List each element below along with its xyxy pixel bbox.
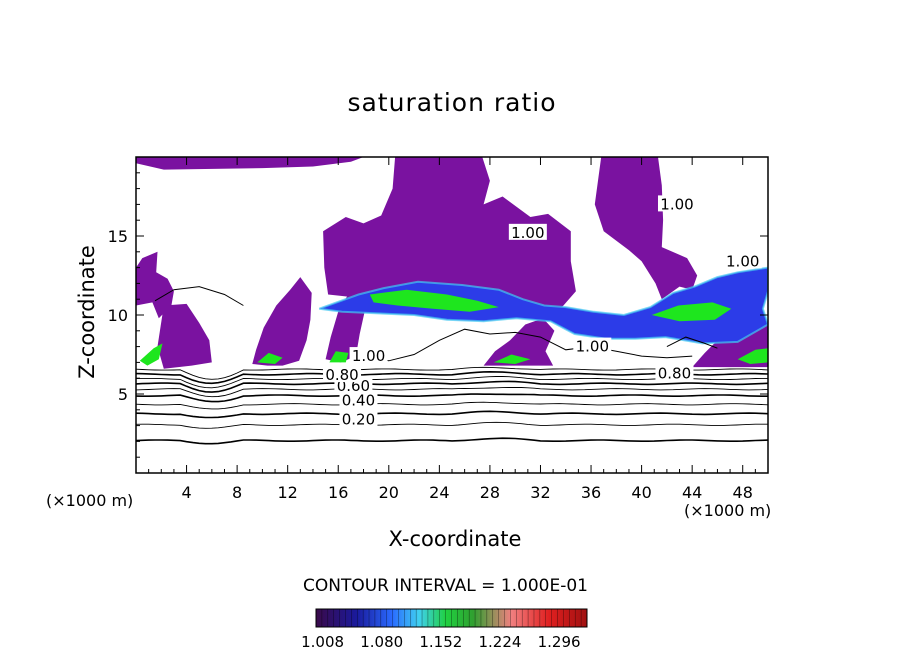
y-axis-ticks: 5 10 15: [108, 172, 768, 458]
contour-line-2: [136, 421, 768, 429]
contour-label-bg-8: [508, 223, 547, 240]
x-unit-label-right: (×1000 m): [684, 501, 772, 520]
contour-line-5: [136, 393, 768, 403]
x-tick-label-4: 4: [181, 483, 191, 502]
x-tick-label-32: 32: [530, 483, 550, 502]
y-tick-label-10: 10: [108, 306, 128, 325]
region-band-core: [369, 289, 499, 312]
contour-labels-layer: 0.200.400.600.80 0.801.001.001.001.001.00: [323, 195, 762, 428]
y-tick-label-15: 15: [108, 227, 128, 246]
chart-title: saturation ratio: [347, 88, 557, 117]
region-left-cloud: [136, 251, 174, 319]
contour-line-4: [136, 401, 768, 410]
x-tick-label-40: 40: [631, 483, 651, 502]
region-low-green-16km: [329, 351, 349, 363]
contour-cloud-edge-2: [154, 286, 244, 306]
contour-label-7: 1.00: [576, 338, 609, 356]
colorbar-tick-label-3: 1.152: [419, 633, 463, 651]
region-band-core-32km: [493, 354, 531, 364]
x-unit-label-left: (×1000 m): [46, 491, 134, 510]
x-tick-label-16: 16: [328, 483, 348, 502]
x-tick-label-36: 36: [581, 483, 601, 502]
contour-label-10: 1.00: [726, 252, 759, 270]
x-axis-label: X-coordinate: [388, 527, 522, 551]
saturation-fill-layer: [136, 157, 768, 369]
contour-label-4: 0.80: [325, 366, 358, 384]
contour-label-bg-5: [655, 364, 694, 381]
region-cloud-32km: [483, 318, 555, 366]
contour-line-3: [136, 410, 768, 419]
contour-cloud-edge-3: [666, 336, 718, 349]
x-tick-label-28: 28: [480, 483, 500, 502]
x-tick-label-48: 48: [733, 483, 753, 502]
contour-label-bg-1: [339, 410, 378, 427]
region-right-lobe: [594, 157, 698, 300]
contour-label-bg-7: [573, 337, 612, 354]
contour-label-2: 0.40: [342, 391, 375, 409]
colorbar-ticks: [321, 609, 582, 627]
region-left-green-pocket: [139, 343, 163, 366]
x-tick-label-20: 20: [379, 483, 399, 502]
contour-interval-label: CONTOUR INTERVAL = 1.000E-01: [303, 576, 588, 596]
region-cloud-mid-left: [157, 303, 212, 369]
colorbar-tick-label-4: 1.224: [478, 633, 522, 651]
y-axis-label: Z-coordinate: [75, 245, 99, 379]
x-tick-label-24: 24: [429, 483, 449, 502]
region-central-column: [323, 157, 576, 311]
contour-line-7: [136, 380, 768, 393]
contour-label-1: 0.20: [342, 410, 375, 428]
colorbar-tick-label-2: 1.080: [360, 633, 404, 651]
region-low-green-12km: [257, 352, 283, 364]
contour-line-1: [136, 437, 768, 445]
x-tick-label-44: 44: [682, 483, 702, 502]
colorbar-tick-label-1: 1.008: [301, 633, 345, 651]
region-upper-left-lobe: [136, 157, 364, 170]
y-tick-label-5: 5: [118, 385, 128, 404]
contour-label-bg-10: [723, 252, 762, 269]
contour-label-5: 0.80: [658, 364, 691, 382]
contour-label-bg-9: [657, 195, 696, 212]
x-tick-label-8: 8: [232, 483, 242, 502]
x-axis-ticks: 4 8 12 16 20 24 28 32 36 40 44 48: [148, 157, 756, 502]
x-tick-label-12: 12: [278, 483, 298, 502]
contour-label-6: 1.00: [352, 347, 385, 365]
contour-cloud-edge-1: [363, 328, 693, 362]
contour-label-9: 1.00: [660, 195, 693, 213]
contour-label-bg-4: [323, 366, 362, 383]
contour-label-8: 1.00: [511, 224, 544, 242]
region-right-green-pocket: [737, 348, 768, 364]
contour-label-bg-2: [339, 391, 378, 408]
region-band-core-right: [651, 302, 732, 322]
region-rim-main-band: [318, 266, 768, 345]
region-cloud-12km: [252, 277, 312, 366]
colorbar-tick-label-5: 1.296: [537, 633, 581, 651]
contour-label-bg-6: [349, 347, 388, 364]
contour-line-6: [136, 386, 768, 398]
